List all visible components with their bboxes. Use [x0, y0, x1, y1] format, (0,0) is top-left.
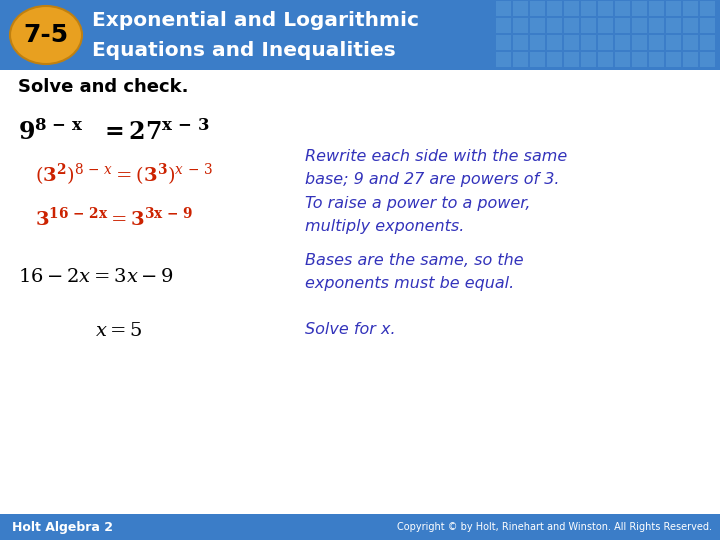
Bar — [598, 1, 613, 16]
Bar — [632, 1, 647, 16]
Bar — [598, 18, 613, 33]
Bar — [632, 35, 647, 50]
Bar — [649, 52, 664, 67]
Bar — [615, 52, 630, 67]
Text: $16 - 2x = 3x - 9$: $16 - 2x = 3x - 9$ — [18, 267, 174, 286]
Bar — [649, 35, 664, 50]
Bar — [513, 1, 528, 16]
Bar — [530, 1, 545, 16]
Text: Copyright © by Holt, Rinehart and Winston. All Rights Reserved.: Copyright © by Holt, Rinehart and Winsto… — [397, 522, 712, 532]
Bar — [547, 52, 562, 67]
Bar — [683, 18, 698, 33]
Bar — [598, 52, 613, 67]
Bar — [0, 0, 720, 70]
Bar — [581, 1, 596, 16]
Bar — [700, 1, 715, 16]
Bar — [598, 35, 613, 50]
Bar — [581, 52, 596, 67]
Bar — [683, 35, 698, 50]
Text: Bases are the same, so the
exponents must be equal.: Bases are the same, so the exponents mus… — [305, 253, 523, 291]
Bar — [615, 1, 630, 16]
Bar — [513, 52, 528, 67]
Bar — [700, 18, 715, 33]
Bar — [547, 35, 562, 50]
Bar — [564, 1, 579, 16]
Bar — [700, 35, 715, 50]
Bar — [496, 35, 511, 50]
Bar — [649, 18, 664, 33]
Bar — [496, 18, 511, 33]
Bar — [666, 52, 681, 67]
Bar — [632, 18, 647, 33]
Text: $(\mathbf{3^2})^{8\,-\,x} = (\mathbf{3^3})^{x\,-\,3}$: $(\mathbf{3^2})^{8\,-\,x} = (\mathbf{3^3… — [35, 162, 213, 188]
Text: $\mathbf{= 27}^{\mathbf{x\,-\,3}}$: $\mathbf{= 27}^{\mathbf{x\,-\,3}}$ — [100, 119, 210, 145]
Bar — [530, 35, 545, 50]
Bar — [700, 52, 715, 67]
Text: Solve and check.: Solve and check. — [18, 78, 189, 96]
Text: Equations and Inequalities: Equations and Inequalities — [92, 40, 396, 59]
Bar — [564, 35, 579, 50]
Text: $\mathbf{3}^{\mathbf{16\,-\,2x}} = \mathbf{3}^{\mathbf{3x\,-\,9}}$: $\mathbf{3}^{\mathbf{16\,-\,2x}} = \math… — [35, 206, 194, 230]
Bar — [496, 1, 511, 16]
Bar — [649, 1, 664, 16]
Text: Solve for x.: Solve for x. — [305, 322, 395, 338]
Ellipse shape — [10, 6, 82, 64]
Bar — [564, 18, 579, 33]
Bar — [666, 18, 681, 33]
Bar — [632, 52, 647, 67]
Bar — [615, 18, 630, 33]
Text: To raise a power to a power,
multiply exponents.: To raise a power to a power, multiply ex… — [305, 197, 531, 234]
Bar — [564, 52, 579, 67]
Text: Rewrite each side with the same
base; 9 and 27 are powers of 3.: Rewrite each side with the same base; 9 … — [305, 150, 567, 187]
Text: 7-5: 7-5 — [24, 23, 68, 47]
Bar — [547, 1, 562, 16]
Bar — [513, 35, 528, 50]
Bar — [666, 35, 681, 50]
Text: $\mathbf{9}^{\mathbf{8\,-\,x}}$: $\mathbf{9}^{\mathbf{8\,-\,x}}$ — [18, 119, 84, 145]
Bar — [683, 52, 698, 67]
Bar — [530, 18, 545, 33]
Bar — [666, 1, 681, 16]
Bar — [581, 18, 596, 33]
Bar — [683, 1, 698, 16]
Bar — [581, 35, 596, 50]
Bar — [547, 18, 562, 33]
Bar — [0, 514, 720, 540]
Bar — [513, 18, 528, 33]
Bar — [615, 35, 630, 50]
Text: $x = 5$: $x = 5$ — [95, 321, 143, 340]
Text: Holt Algebra 2: Holt Algebra 2 — [12, 521, 113, 534]
Bar — [530, 52, 545, 67]
Text: Exponential and Logarithmic: Exponential and Logarithmic — [92, 10, 419, 30]
Bar — [496, 52, 511, 67]
